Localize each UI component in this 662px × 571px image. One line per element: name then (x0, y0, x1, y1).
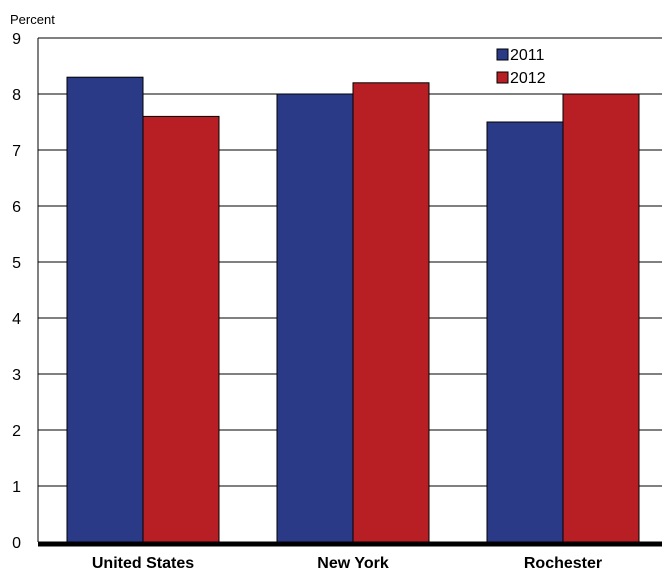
bars (66, 76, 640, 543)
category-labels: United States New York Rochester (92, 555, 602, 571)
category-label-new-york: New York (317, 555, 389, 571)
y-tick-label-1: 1 (12, 479, 21, 496)
bar-2012-united-states (142, 115, 220, 543)
bar-2011-united-states (66, 76, 144, 543)
y-tick-label-0: 0 (12, 535, 21, 552)
y-tick-label-3: 3 (12, 367, 21, 384)
y-tick-label-6: 6 (12, 199, 21, 216)
y-tick-label-7: 7 (12, 143, 21, 160)
legend-swatch-2011 (496, 48, 509, 61)
legend-swatch-2012 (496, 71, 509, 84)
y-tick-label-8: 8 (12, 87, 21, 104)
category-label-united-states: United States (92, 555, 194, 571)
bar-2011-rochester (486, 121, 564, 543)
y-tick-label-9: 9 (12, 31, 21, 48)
bar-2011-new-york (276, 93, 354, 543)
y-axis-unit-label: Percent (10, 12, 55, 27)
legend-label-2012: 2012 (510, 70, 546, 87)
y-tick-label-5: 5 (12, 255, 21, 272)
legend-label-2011: 2011 (510, 47, 545, 64)
y-tick-label-2: 2 (12, 423, 21, 440)
y-tick-label-4: 4 (12, 311, 21, 328)
y-tick-labels: 0 1 2 3 4 5 6 7 8 9 (12, 31, 21, 552)
legend: 2011 2012 (496, 47, 546, 87)
bar-2012-new-york (352, 82, 430, 543)
category-label-rochester: Rochester (524, 555, 602, 571)
bar-2012-rochester (562, 93, 640, 543)
axes (37, 38, 662, 547)
